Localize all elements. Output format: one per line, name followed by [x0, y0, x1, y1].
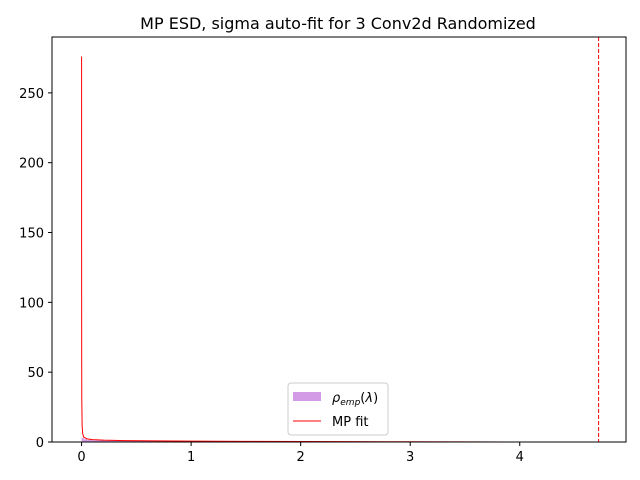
x-tick-label: 4	[516, 450, 524, 465]
y-tick-label: 150	[19, 227, 44, 242]
histogram-bar	[92, 440, 104, 442]
axis-ticks: 0 1 2 3 4 0 50 100 150 200 250	[19, 87, 524, 465]
legend: ρemp(λ) MP fit	[287, 382, 389, 436]
x-tick-label: 0	[77, 450, 85, 465]
histogram-bar	[83, 439, 88, 442]
y-tick-label: 50	[27, 366, 44, 381]
y-tick-label: 250	[19, 87, 44, 102]
y-tick-label: 200	[19, 157, 44, 172]
axes-frame	[51, 36, 627, 443]
legend-label-mp-fit: MP fit	[332, 415, 368, 430]
histogram-bar	[103, 440, 126, 442]
histogram-bar	[81, 437, 84, 442]
histogram-bar	[87, 439, 93, 442]
chart-title: MP ESD, sigma auto-fit for 3 Conv2d Rand…	[140, 14, 536, 33]
legend-swatch-histogram	[293, 392, 321, 401]
y-tick-label: 0	[36, 436, 44, 451]
x-tick-label: 2	[297, 450, 305, 465]
x-tick-label: 3	[406, 450, 414, 465]
legend-label-histogram: ρemp(λ)	[332, 391, 378, 408]
y-tick-label: 100	[19, 296, 44, 311]
x-tick-label: 1	[187, 450, 195, 465]
histogram-bar	[125, 440, 170, 442]
